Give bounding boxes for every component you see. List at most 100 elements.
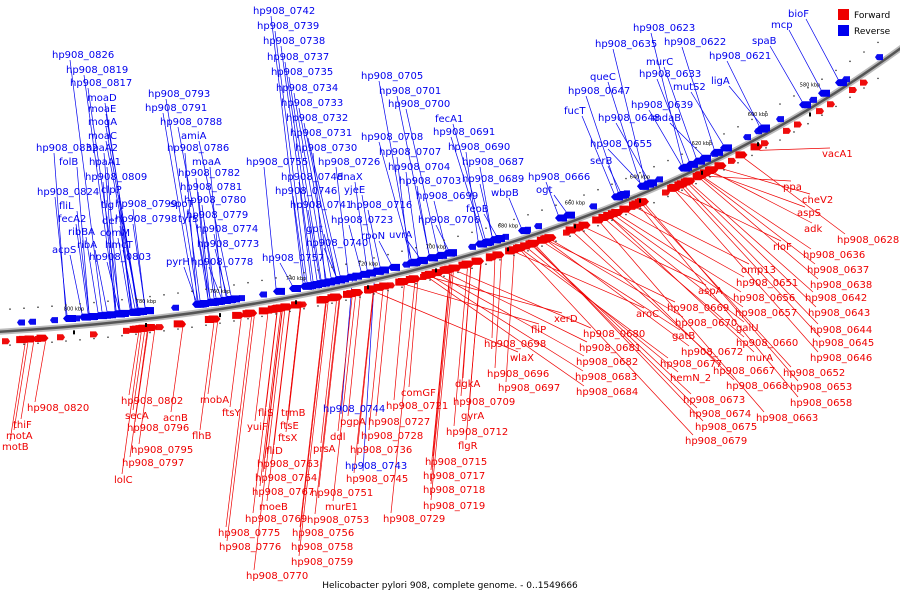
- gene-label-dgkA[interactable]: dgkA: [455, 379, 480, 390]
- gene-label-rpoN[interactable]: rpoN: [361, 231, 385, 242]
- gene-label-hp908_0774[interactable]: hp908_0774: [196, 224, 258, 235]
- gene-label-hp908_0759[interactable]: hp908_0759: [291, 557, 353, 568]
- gene-label-motB[interactable]: motB: [2, 442, 29, 453]
- gene-label-hp908_0690[interactable]: hp908_0690: [448, 142, 510, 153]
- gene-label-hp908_0798[interactable]: hp908_0798: [115, 214, 177, 225]
- gene-label-hp908_0673[interactable]: hp908_0673: [683, 395, 745, 406]
- gene-label-uvrA[interactable]: uvrA: [389, 230, 412, 241]
- gene-label-omp13[interactable]: omp13: [741, 265, 776, 276]
- gene-label-hp908_0786[interactable]: hp908_0786: [167, 143, 229, 154]
- gene-label-hp908_0660[interactable]: hp908_0660: [736, 338, 798, 349]
- gene-label-hp908_0778[interactable]: hp908_0778: [191, 257, 253, 268]
- gene-label-hp908_0797[interactable]: hp908_0797: [122, 458, 184, 469]
- gene-label-murA[interactable]: murA: [746, 353, 773, 364]
- gene-label-hp908_0809[interactable]: hp908_0809: [85, 172, 147, 183]
- gene-label-hp908_0703[interactable]: hp908_0703: [399, 176, 461, 187]
- gene-label-hp908_0691[interactable]: hp908_0691: [433, 127, 495, 138]
- gene-label-gatB[interactable]: gatB: [672, 331, 695, 342]
- gene-label-acpS[interactable]: acpS: [52, 245, 76, 256]
- gene-label-moaA[interactable]: moaA: [192, 157, 221, 168]
- gene-label-hp908_0733[interactable]: hp908_0733: [281, 98, 343, 109]
- gene-label-hp908_0731[interactable]: hp908_0731: [290, 128, 352, 139]
- gene-label-ligA[interactable]: ligA: [711, 76, 730, 87]
- gene-label-hp908_0738[interactable]: hp908_0738: [263, 36, 325, 47]
- gene-label-hp908_0820[interactable]: hp908_0820: [27, 403, 89, 414]
- gene-label-hp908_0621[interactable]: hp908_0621: [709, 51, 771, 62]
- gene-label-hp908_0757[interactable]: hp908_0757: [262, 253, 324, 264]
- gene-label-hemN_2[interactable]: hemN_2: [670, 373, 711, 384]
- gene-label-hp908_0651[interactable]: hp908_0651: [736, 278, 798, 289]
- gene-label-hp908_0769[interactable]: hp908_0769: [245, 514, 307, 525]
- gene-label-aspA[interactable]: aspA: [698, 286, 723, 297]
- gene-label-flgR[interactable]: flgR: [458, 441, 478, 452]
- gene-label-aroC[interactable]: aroC: [636, 309, 659, 320]
- gene-label-hp908_0736[interactable]: hp908_0736: [350, 445, 412, 456]
- gene-label-thiF[interactable]: thiF: [13, 420, 32, 431]
- gene-label-hp908_0775[interactable]: hp908_0775: [218, 528, 280, 539]
- gene-label-hp908_0716[interactable]: hp908_0716: [350, 200, 412, 211]
- gene-label-adk[interactable]: adk: [804, 224, 822, 235]
- gene-label-hp908_0723[interactable]: hp908_0723: [331, 215, 393, 226]
- gene-label-comM[interactable]: comM: [100, 228, 130, 239]
- gene-label-ftsX[interactable]: ftsX: [278, 433, 297, 444]
- gene-label-hp908_0740[interactable]: hp908_0740: [306, 238, 368, 249]
- gene-label-ddl[interactable]: ddl: [330, 432, 345, 443]
- gene-label-hp908_0799[interactable]: hp908_0799: [115, 199, 177, 210]
- gene-label-hp908_0748[interactable]: hp908_0748: [281, 172, 343, 183]
- gene-label-hp908_0643[interactable]: hp908_0643: [808, 308, 870, 319]
- gene-label-fliS[interactable]: fliS: [258, 408, 273, 419]
- gene-label-hp908_0687[interactable]: hp908_0687: [462, 157, 524, 168]
- gene-label-wlaX[interactable]: wlaX: [510, 353, 534, 364]
- gene-label-hp908_0717[interactable]: hp908_0717: [423, 471, 485, 482]
- gene-label-hp908_0637[interactable]: hp908_0637: [807, 265, 869, 276]
- gene-label-spoT[interactable]: spoT: [170, 199, 195, 210]
- gene-label-hp908_0781[interactable]: hp908_0781: [180, 182, 242, 193]
- gene-label-hp908_0666[interactable]: hp908_0666: [528, 172, 590, 183]
- gene-label-secA[interactable]: secA: [125, 411, 149, 422]
- gene-label-moaC[interactable]: moaC: [88, 131, 117, 142]
- gene-label-hp908_0677[interactable]: hp908_0677: [660, 359, 722, 370]
- gene-label-fucT[interactable]: fucT: [564, 106, 586, 117]
- gene-label-hp908_0715[interactable]: hp908_0715: [425, 457, 487, 468]
- gene-label-hp908_0745[interactable]: hp908_0745: [346, 474, 408, 485]
- gene-label-hp908_0767[interactable]: hp908_0767: [252, 487, 314, 498]
- gene-label-hp908_0705[interactable]: hp908_0705: [361, 71, 423, 82]
- gene-label-hp908_0743[interactable]: hp908_0743: [345, 461, 407, 472]
- gene-label-hp908_0623[interactable]: hp908_0623: [633, 23, 695, 34]
- gene-label-pyrH[interactable]: pyrH: [166, 257, 190, 268]
- gene-label-fliD[interactable]: fliD: [266, 446, 283, 457]
- gene-label-gpt[interactable]: gpt: [306, 224, 323, 235]
- gene-label-hp908_0701[interactable]: hp908_0701: [379, 86, 441, 97]
- gene-label-hp908_0675[interactable]: hp908_0675: [695, 422, 757, 433]
- gene-label-clpP[interactable]: clpP: [101, 185, 122, 196]
- gene-label-hp908_0739[interactable]: hp908_0739: [257, 21, 319, 32]
- gene-label-motA[interactable]: motA: [6, 431, 33, 442]
- gene-label-hp908_0697[interactable]: hp908_0697: [498, 383, 560, 394]
- gene-label-queC[interactable]: queC: [590, 72, 616, 83]
- gene-label-hp908_0753[interactable]: hp908_0753: [307, 515, 369, 526]
- gene-label-hp908_0663[interactable]: hp908_0663: [756, 413, 818, 424]
- gene-label-hp908_0639[interactable]: hp908_0639: [631, 100, 693, 111]
- gene-label-hp908_0680[interactable]: hp908_0680: [583, 329, 645, 340]
- gene-label-def[interactable]: def: [102, 216, 119, 227]
- gene-label-ftsY[interactable]: ftsY: [222, 408, 241, 419]
- gene-label-hp908_0642[interactable]: hp908_0642: [805, 293, 867, 304]
- gene-label-ogt[interactable]: ogt: [536, 185, 552, 196]
- gene-label-flhB[interactable]: flhB: [192, 431, 212, 442]
- gene-label-moaD[interactable]: moaD: [87, 93, 117, 104]
- gene-label-folB[interactable]: folB: [59, 157, 78, 168]
- gene-label-hp908_0706[interactable]: hp908_0706: [418, 215, 480, 226]
- gene-label-hp908_0755[interactable]: hp908_0755: [246, 157, 308, 168]
- gene-label-hp908_0793[interactable]: hp908_0793: [148, 89, 210, 100]
- gene-label-hp908_0653[interactable]: hp908_0653: [790, 382, 852, 393]
- gene-label-hp908_0732[interactable]: hp908_0732: [286, 113, 348, 124]
- gene-label-hp908_0718[interactable]: hp908_0718: [423, 485, 485, 496]
- gene-label-hp908_0648[interactable]: hp908_0648: [598, 113, 660, 124]
- gene-label-tig[interactable]: tig: [101, 200, 114, 211]
- gene-label-hp908_0638[interactable]: hp908_0638: [810, 280, 872, 291]
- gene-label-acnB[interactable]: acnB: [163, 413, 188, 424]
- gene-label-hp908_0742[interactable]: hp908_0742: [253, 6, 315, 17]
- gene-label-hp908_0681[interactable]: hp908_0681: [579, 343, 641, 354]
- gene-label-murC[interactable]: murC: [646, 57, 673, 68]
- gene-label-hp908_0751[interactable]: hp908_0751: [311, 488, 373, 499]
